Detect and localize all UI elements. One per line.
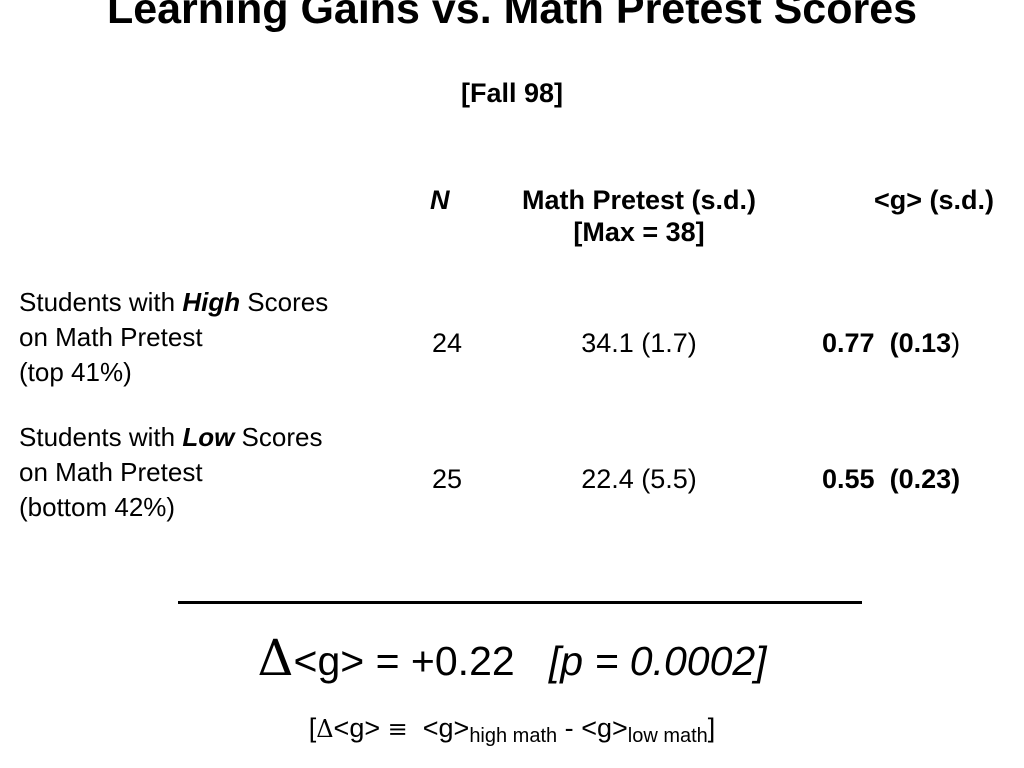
cell-pretest-high: 34.1 (1.7) — [581, 328, 697, 358]
gain-mean: 0.77 — [822, 328, 875, 358]
cell-n-high: 24 — [432, 328, 463, 358]
g-low: <g> — [581, 713, 628, 743]
equiv-symbol: ≡ — [387, 715, 408, 743]
row-label-emphasis: High — [182, 287, 241, 317]
low-math-subscript: low math — [627, 725, 708, 747]
minus-sign: - — [564, 713, 574, 743]
gain-sd: (0.23) — [889, 464, 961, 494]
header-n: N — [430, 185, 450, 215]
g-left: <g> — [333, 713, 381, 743]
header-pretest: Math Pretest (s.d.) [Max = 38] — [486, 184, 792, 248]
high-math-subscript: high math — [469, 725, 558, 747]
row-label-line2: on Math Pretest — [19, 322, 203, 352]
row-label-line3: (top 41%) — [19, 357, 132, 387]
row-label-line1: Students with High Scores — [19, 287, 329, 317]
slide-title: Learning Gains vs. Math Pretest Scores — [106, 0, 918, 33]
gain-sd-close: ) — [951, 328, 961, 358]
cell-n-low: 25 — [432, 464, 463, 494]
delta-equation: <g> = +0.22 — [293, 638, 515, 684]
cell-gain-high: 0.77 (0.13) — [822, 327, 960, 359]
slide-subtitle: [Fall 98] — [460, 78, 564, 108]
divider-rule — [178, 601, 862, 604]
cell-gain-low: 0.55 (0.23) — [822, 463, 960, 495]
header-pretest-line2: [Max = 38] — [573, 217, 705, 247]
row-label-line3: (bottom 42%) — [19, 492, 176, 522]
gain-sd: (0.13 — [889, 328, 952, 358]
delta-definition: [Δ<g> ≡ <g>high math - <g>low math] — [0, 708, 1024, 751]
gain-mean: 0.55 — [822, 464, 875, 494]
delta-symbol-small: Δ — [316, 715, 334, 743]
close-bracket: ] — [707, 713, 716, 743]
header-gain: <g> (s.d.) — [873, 185, 994, 215]
delta-gain-result: Δ<g> = +0.22 [p = 0.0002] — [0, 630, 1024, 689]
g-high: <g> — [422, 713, 470, 743]
row-label-high: Students with High Scores on Math Pretes… — [19, 285, 328, 390]
header-pretest-line1: Math Pretest (s.d.) — [521, 185, 757, 215]
p-value: [p = 0.0002] — [548, 638, 767, 684]
row-label-line2: on Math Pretest — [19, 457, 203, 487]
cell-pretest-low: 22.4 (5.5) — [581, 464, 697, 494]
row-label-emphasis: Low — [182, 422, 235, 452]
row-label-low: Students with Low Scores on Math Pretest… — [19, 420, 322, 525]
delta-symbol: Δ — [257, 629, 294, 687]
open-bracket: [ — [308, 713, 317, 743]
row-label-line1: Students with Low Scores — [19, 422, 323, 452]
